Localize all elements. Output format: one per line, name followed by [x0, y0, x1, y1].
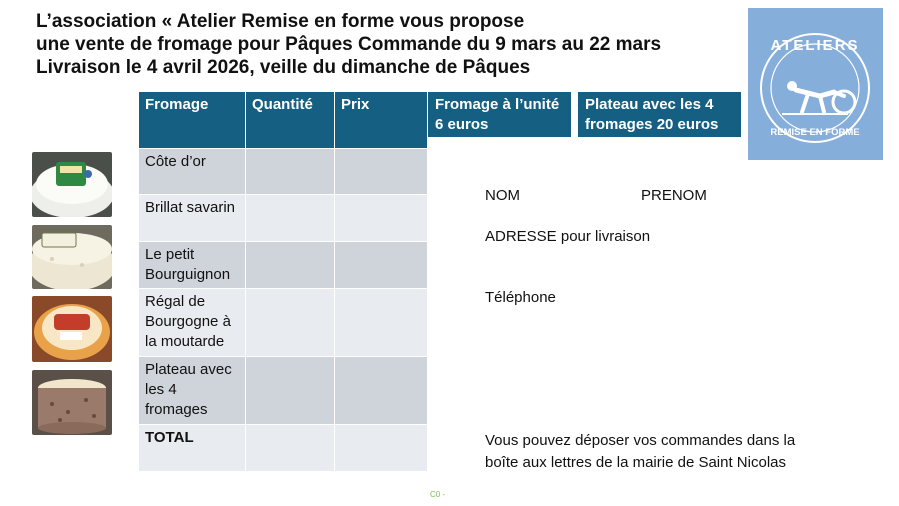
table-row: Brillat savarin — [138, 194, 428, 242]
price-cell[interactable] — [334, 288, 428, 357]
cheese-name: Plateau avec les 4 fromages — [138, 356, 246, 425]
quantity-cell[interactable] — [245, 356, 335, 425]
cheese-name: Brillat savarin — [138, 194, 246, 242]
quantity-cell[interactable] — [245, 288, 335, 357]
header-quantite: Quantité — [245, 91, 335, 149]
header-prix: Prix — [334, 91, 428, 149]
price-cell[interactable] — [334, 148, 428, 195]
deposit-instructions: Vous pouvez déposer vos commandes dans l… — [485, 430, 795, 474]
adresse-label: ADRESSE pour livraison — [485, 228, 651, 245]
total-quantity-cell[interactable] — [245, 424, 335, 472]
table-row: Côte d’or — [138, 148, 428, 195]
total-price-cell[interactable] — [334, 424, 428, 472]
prenom-label: PRENOM — [641, 187, 707, 204]
page-title: L’association « Atelier Remise en forme … — [36, 10, 736, 79]
unit-price-box: Fromage à l’unité 6 euros — [428, 92, 571, 137]
brillat-savarin-cheese-image — [32, 225, 112, 289]
quantity-cell[interactable] — [245, 194, 335, 242]
plateau-price-box: Plateau avec les 4 fromages 20 euros — [578, 92, 741, 137]
table-row: Plateau avec les 4 fromages — [138, 356, 428, 425]
table-row: Le petit Bourguignon — [138, 241, 428, 289]
cheese-name: Le petit Bourguignon — [138, 241, 246, 289]
ateliers-logo: ATELIERS REMISE EN FORME — [748, 8, 883, 160]
cheese-name: Côte d’or — [138, 148, 246, 195]
title-line-2: une vente de fromage pour Pâques Command… — [36, 34, 662, 55]
logo-graphic: ATELIERS REMISE EN FORME — [748, 8, 883, 160]
table-row: Régal de Bourgogne à la moutarde — [138, 288, 428, 357]
cote-dor-cheese-image — [32, 152, 112, 217]
deposit-line-1: Vous pouvez déposer vos commandes dans l… — [485, 432, 796, 449]
classification-label: C0 - — [430, 490, 446, 499]
quantity-cell[interactable] — [245, 148, 335, 195]
deposit-line-2: boîte aux lettres de la mairie de Saint … — [485, 454, 786, 471]
logo-text-bottom: REMISE EN FORME — [770, 127, 859, 138]
header-fromage: Fromage — [138, 91, 246, 149]
price-cell[interactable] — [334, 356, 428, 425]
logo-text-top: ATELIERS — [770, 37, 859, 54]
title-line-3: Livraison le 4 avril 2026, veille du dim… — [36, 57, 531, 78]
price-cell[interactable] — [334, 241, 428, 289]
cheese-name: Régal de Bourgogne à la moutarde — [138, 288, 246, 357]
total-label: TOTAL — [138, 424, 246, 472]
total-row: TOTAL — [138, 424, 428, 472]
plateau-cheese-image — [32, 370, 112, 435]
petit-bourguignon-cheese-image — [32, 296, 112, 362]
title-line-1: L’association « Atelier Remise en forme … — [36, 11, 525, 32]
nom-label: NOM — [485, 187, 520, 204]
quantity-cell[interactable] — [245, 241, 335, 289]
telephone-label: Téléphone — [485, 289, 556, 306]
order-table: Fromage Quantité Prix Côte d’or Brillat … — [138, 91, 428, 472]
price-cell[interactable] — [334, 194, 428, 242]
